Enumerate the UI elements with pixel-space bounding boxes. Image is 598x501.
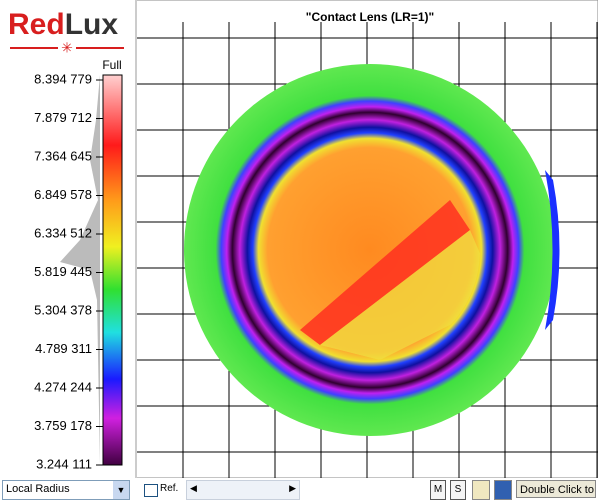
copy-button[interactable] (472, 480, 490, 500)
edge-blue (545, 170, 560, 330)
scrollbar[interactable]: ◀ ▶ (186, 480, 300, 500)
divider (135, 0, 137, 478)
colorbar-tick-label: 5.819 445 (34, 264, 92, 279)
colorbar-tick-label: 7.879 712 (34, 110, 92, 125)
logo-star: ✳ (61, 40, 73, 56)
lens-map (184, 64, 556, 436)
histogram (60, 75, 100, 465)
colorbar-tick-label: 4.789 311 (35, 341, 92, 356)
map-view: "Contact Lens (LR=1)" RedLux ✳ Full 8.39… (8, 0, 598, 478)
colorbar-tick-label: 8.394 779 (34, 71, 92, 86)
save-button[interactable] (494, 480, 512, 500)
colorbar-tick-label: 7.364 645 (34, 148, 92, 163)
colorbar-tick-label: 5.304 378 (34, 302, 92, 317)
colorbar-top-label: Full (102, 58, 121, 72)
checkbox[interactable] (144, 484, 158, 497)
colorbar-tick-label: 6.334 512 (34, 225, 92, 240)
colorbar-tick-label: 6.849 578 (34, 187, 92, 202)
colorbar-tick-label: 3.244 111 (36, 456, 92, 471)
checkbox-label: Ref. (160, 483, 179, 494)
dropdown-text: Local Radius (6, 483, 70, 495)
colorbar (102, 74, 123, 466)
hint-button[interactable]: Double Click to (516, 480, 596, 498)
dropdown-arrow: ▼ (113, 481, 129, 499)
button-s[interactable]: S (450, 480, 466, 500)
stripe (300, 200, 480, 360)
colorbar-tick-label: 3.759 178 (34, 418, 92, 433)
button-m[interactable]: M (430, 480, 446, 500)
dropdown[interactable]: Local Radius ▼ (2, 480, 130, 500)
colorbar-tick-label: 4.274 244 (34, 379, 92, 394)
plot-title: "Contact Lens (LR=1)" (306, 10, 434, 24)
logo: RedLux (8, 8, 118, 41)
colorbar-ticks: 8.394 779 7.879 712 7.364 645 6.849 578 6.33… (34, 71, 103, 471)
